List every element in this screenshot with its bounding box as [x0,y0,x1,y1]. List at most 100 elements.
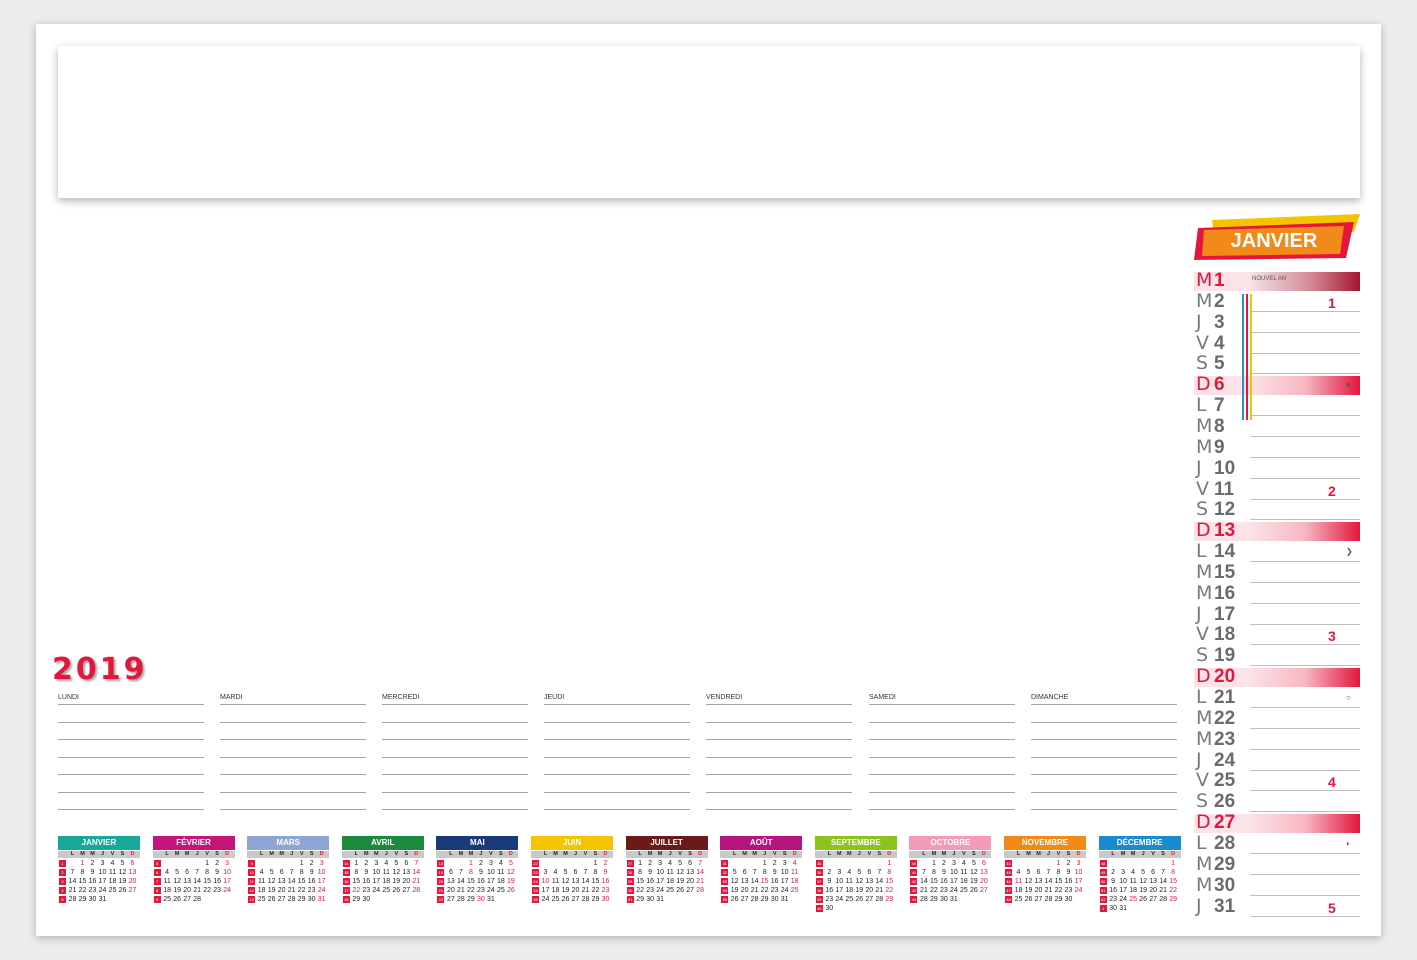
week-row: 33 12 13 14 15 16 17 18 [720,877,802,886]
weekday-letter: D [414,851,419,857]
calendar-day: 6 [130,860,135,867]
weekday-letter: L [260,851,264,857]
weekday-letter: L [1196,831,1207,854]
day-band [1250,272,1360,291]
calendar-day: 11 [258,878,266,885]
calendar-day: 5 [269,869,274,876]
weekday-letter: M [374,851,379,857]
weekday-letter: V [1196,477,1209,500]
mini-month: JUILLET L M M J V S D 27 1 2 3 4 5 6 7 28 8 9 10 11 12 13 14 29 1… [625,836,708,916]
calendar-day: 20 [686,878,694,885]
calendar-day: 22 [885,887,894,894]
day-line [1250,623,1360,625]
week-row: 31 1 2 3 4 [720,859,802,868]
calendar-day: 18 [845,887,854,894]
calendar-day: 11 [791,869,799,876]
day-number: 28 [1214,832,1236,854]
calendar-day: 19 [561,887,570,894]
calendar-day: 18 [257,887,266,894]
weekday-letter: J [384,851,388,857]
calendar-day: 31 [317,896,326,903]
calendar-day: 30 [646,896,654,903]
calendar-day: 3 [374,860,379,867]
calendar-day: 1 [354,860,359,867]
calendar-day: 26 [267,896,276,903]
week-row: 49 2 3 4 5 6 7 8 [1099,868,1181,877]
writing-line [1031,809,1177,810]
calendar-day: 8 [887,869,892,876]
weekday-letter: D [1196,665,1211,688]
mini-month: OCTOBRE L M M J V S D 40 1 2 3 4 5 6 41 7 8 9 10 11 12 13 42 14 1… [909,836,992,916]
day-line [1250,602,1360,604]
calendar-day: 3 [951,860,956,867]
calendar-day: 11 [163,878,171,885]
weekday-letter: J [1046,851,1051,857]
calendar-day: 1 [887,860,892,867]
calendar-day: 28 [1159,896,1167,903]
weekday-letter: S [1196,644,1209,667]
weekday-column: VENDREDI [706,692,852,812]
calendar-day: 17 [1119,887,1127,894]
calendar-day: 8 [1056,869,1061,876]
day-number: 13 [1214,520,1236,542]
calendar-day: 27 [1149,896,1157,903]
calendar-day: 28 [456,896,465,903]
week-number-box: 23 [532,869,539,876]
week-row: 30 22 23 24 25 26 27 28 [626,886,708,895]
mini-month: JANVIER L M M J V S D 1 1 2 3 4 5 6 2 7 8 9 10 11 12 13 3 14 15 16… [58,836,140,916]
week-row: 28 8 9 10 11 12 13 14 [626,868,708,877]
calendar-day: 20 [446,887,455,894]
writing-line [382,774,528,775]
week-row: 11 11 12 13 14 15 16 17 [247,877,329,886]
calendar-day: 2 [1111,869,1116,876]
weekday-letter: J [195,851,199,857]
week-number-box: 38 [815,887,823,894]
calendar-day: 7 [583,869,588,876]
weekday-letter: M [1130,851,1136,857]
calendar-day: 28 [750,896,759,903]
writing-line [220,809,366,810]
day-line [1250,644,1360,646]
weekday-letter: J [763,851,767,857]
week-number-box: 19 [437,869,445,876]
day-number: 24 [1214,749,1236,771]
calendar-day: 10 [835,878,844,885]
weekday-column: LUNDI [58,692,204,812]
calendar-day: 16 [601,878,610,885]
calendar-day: 26 [173,896,181,903]
day-line [1250,727,1360,729]
calendar-day: 2 [90,860,95,867]
day-highlight [1194,376,1250,396]
week-number-box: 32 [721,869,729,876]
calendar-day: 28 [412,887,421,894]
weekday-letter: M [1196,560,1213,583]
writing-line [220,739,366,740]
weekday-letter: M [1196,873,1213,896]
calendar-day: 3 [1121,869,1126,876]
day-line [1250,894,1360,896]
weekday-letter: M [647,851,653,857]
calendar-day: 17 [656,878,664,885]
weekday-letter: S [877,851,882,857]
calendar-day: 21 [193,887,201,894]
day-number: 14 [1214,541,1236,563]
calendar-day: 10 [98,869,107,876]
week-number-box: 2 [59,869,66,876]
january-day-row: M 1 NOUVEL AN [1194,270,1360,291]
week-number-box: 13 [248,896,256,903]
month-name: JANVIER [58,836,140,850]
mini-month: AOÛT L M M J V S D 31 1 2 3 4 32 5 6 7 8 9 10 11 33 12 13 14 15 16… [720,836,803,916]
week-row: 40 30 [815,904,897,913]
weekday-letter: S [120,851,125,857]
calendar-day: 31 [98,896,107,903]
week-number-box: 8 [153,887,161,894]
weekday-letter: V [1196,769,1209,792]
week-number-box: 1 [59,860,66,867]
week-number-box: 4 [59,887,66,894]
january-day-row: S 26 [1194,791,1360,813]
weekday-column: JEUDI [544,692,690,812]
weekday-letter: M [184,851,190,857]
calendar-day: 6 [573,869,578,876]
